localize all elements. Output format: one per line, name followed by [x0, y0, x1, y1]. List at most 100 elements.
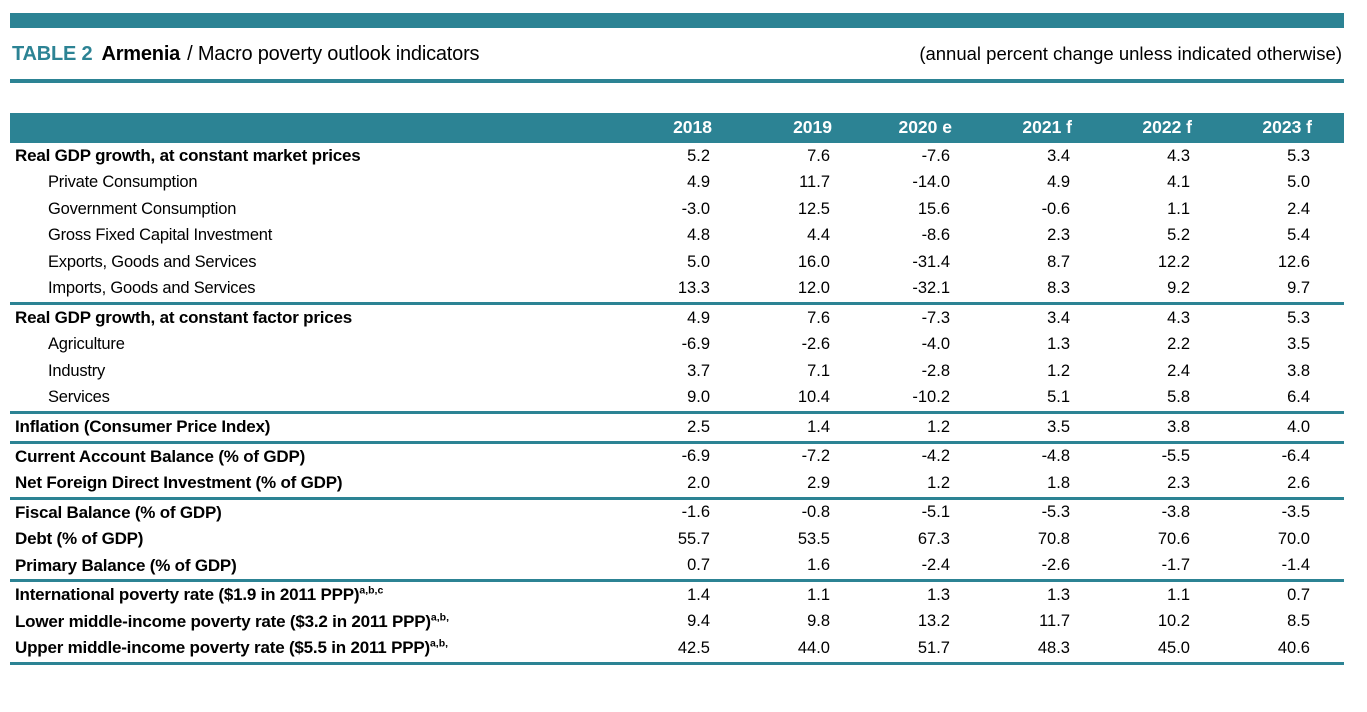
row-label: Imports, Goods and Services: [10, 275, 624, 305]
value-cell: 5.2: [687, 146, 710, 165]
value-cell: -6.4: [1281, 447, 1310, 466]
value-cell: -3.5: [1281, 503, 1310, 522]
indicator-name: Private Consumption: [48, 173, 198, 192]
value-cell: 2.0: [624, 470, 744, 500]
value-cell: 4.4: [807, 226, 830, 245]
value-cell: 70.8: [1037, 529, 1070, 548]
value-cell: -2.4: [864, 552, 984, 582]
table-row: Gross Fixed Capital Investment 4.8 4.4 -8.6…: [10, 223, 1344, 250]
row-label: International poverty rate ($1.9 in 2011…: [10, 581, 624, 609]
indicator-name: Government Consumption: [48, 199, 237, 218]
table-subtitle: / Macro poverty outlook indicators: [187, 43, 480, 65]
value-cell: -1.7: [1104, 552, 1224, 582]
value-cell: -5.1: [921, 503, 950, 522]
indicator-name: Current Account Balance (% of GDP): [15, 446, 306, 466]
value-cell: 1.1: [1167, 585, 1190, 604]
value-cell: 1.1: [807, 585, 830, 604]
table-row: Debt (% of GDP) 55.7 53.5 67.3 70.8 70.6 70.0: [10, 526, 1344, 553]
row-label: Primary Balance (% of GDP): [10, 552, 624, 582]
value-cell: 5.2: [1167, 226, 1190, 245]
table-row: Exports, Goods and Services 5.0 16.0 -31.4 8…: [10, 249, 1344, 276]
value-cell: -1.4: [1224, 552, 1344, 582]
value-cell: 2.3: [1104, 470, 1224, 500]
value-cell: 13.2: [917, 612, 950, 631]
value-cell: 2.6: [1224, 470, 1344, 500]
top-accent-bar: [10, 13, 1344, 28]
value-cell: 2.9: [744, 470, 864, 500]
value-cell: 4.1: [1167, 173, 1190, 192]
value-cell: 1.3: [1047, 335, 1070, 354]
value-cell: 4.0: [1224, 412, 1344, 444]
value-cell: 5.8: [1104, 384, 1224, 414]
table-row: Primary Balance (% of GDP) 0.7 1.6 -2.4 -2.6…: [10, 552, 1344, 582]
value-cell: 9.2: [1104, 275, 1224, 305]
row-label: Fiscal Balance (% of GDP): [10, 498, 624, 526]
value-cell: 9.8: [807, 612, 830, 631]
value-cell: 9.7: [1224, 275, 1344, 305]
value-cell: -2.6: [984, 552, 1104, 582]
table-row: International poverty rate ($1.9 in 2011…: [10, 581, 1344, 609]
value-cell: 7.6: [807, 146, 830, 165]
value-cell: 11.7: [799, 173, 830, 192]
country-name: Armenia: [101, 43, 181, 65]
indicator-name: International poverty rate ($1.9 in 2011…: [15, 585, 360, 605]
value-cell: 2.5: [624, 412, 744, 444]
value-cell: 1.3: [1047, 585, 1070, 604]
value-cell: 40.6: [1224, 635, 1344, 665]
value-cell: 0.7: [624, 552, 744, 582]
value-cell: 1.3: [927, 585, 950, 604]
value-cell: 1.4: [744, 412, 864, 444]
table-row: Upper middle-income poverty rate ($5.5 i…: [10, 635, 1344, 665]
table-row: Private Consumption 4.9 11.7 -14.0 4.9 4.1 5.0: [10, 170, 1344, 197]
value-cell: 3.8: [1287, 361, 1310, 380]
value-cell: 2.2: [1167, 335, 1190, 354]
value-cell: 4.9: [1047, 173, 1070, 192]
value-cell: 3.5: [984, 412, 1104, 444]
value-cell: 11.7: [1039, 612, 1070, 631]
value-cell: -6.9: [681, 335, 710, 354]
value-cell: 13.3: [624, 275, 744, 305]
table-row: Current Account Balance (% of GDP) -6.9 -7…: [10, 442, 1344, 470]
value-cell: 8.7: [1047, 252, 1070, 271]
value-cell: 5.3: [1287, 146, 1310, 165]
indicator-name: Services: [48, 388, 110, 407]
value-cell: 5.0: [1287, 173, 1310, 192]
value-cell: 70.6: [1157, 529, 1190, 548]
value-cell: -1.6: [681, 503, 710, 522]
value-cell: -10.2: [864, 384, 984, 414]
indicator-name: Inflation (Consumer Price Index): [15, 417, 271, 437]
table-row: Real GDP growth, at constant factor pric…: [10, 304, 1344, 332]
value-cell: 2.3: [1047, 226, 1070, 245]
value-cell: 1.2: [1047, 361, 1070, 380]
indicator-name: Real GDP growth, at constant factor pric…: [15, 308, 353, 328]
value-cell: 1.2: [864, 470, 984, 500]
row-label: Net Foreign Direct Investment (% of GDP): [10, 470, 624, 500]
indicator-name: Debt (% of GDP): [15, 529, 144, 549]
value-cell: -3.8: [1161, 503, 1190, 522]
value-cell: -32.1: [864, 275, 984, 305]
value-cell: 4.9: [687, 173, 710, 192]
value-cell: -8.6: [921, 226, 950, 245]
year-column-header: 2020 e: [864, 113, 984, 143]
value-cell: 48.3: [984, 635, 1104, 665]
year-column-header: 2023 f: [1224, 113, 1344, 143]
footnote-marker: a,b,: [429, 637, 449, 650]
value-cell: -14.0: [912, 173, 950, 192]
footnote-marker: a,b,c: [359, 584, 384, 597]
value-cell: 9.4: [687, 612, 710, 631]
value-cell: 53.5: [797, 529, 830, 548]
value-cell: -4.8: [1041, 447, 1070, 466]
units-note: (annual percent change unless indicated …: [919, 43, 1342, 64]
value-cell: 45.0: [1104, 635, 1224, 665]
value-cell: 0.7: [1287, 585, 1310, 604]
indicator-name: Fiscal Balance (% of GDP): [15, 502, 222, 522]
row-label: Current Account Balance (% of GDP): [10, 442, 624, 470]
row-label: Inflation (Consumer Price Index): [10, 412, 624, 444]
value-cell: -3.0: [681, 199, 710, 218]
value-cell: 12.0: [744, 275, 864, 305]
year-header-row: 2018 2019 2020 e 2021 f 2022 f 2023 f: [10, 113, 1344, 143]
row-label: Government Consumption: [10, 196, 624, 223]
value-cell: 5.1: [984, 384, 1104, 414]
table-row: Agriculture -6.9 -2.6 -4.0 1.3 2.2 3.5: [10, 332, 1344, 359]
